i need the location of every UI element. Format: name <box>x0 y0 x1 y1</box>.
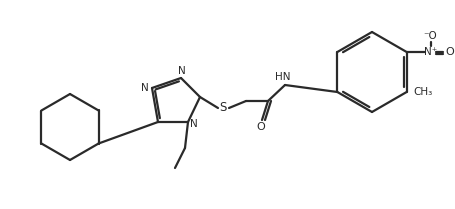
Text: N⁺: N⁺ <box>423 47 436 57</box>
Text: S: S <box>219 102 226 115</box>
Text: O: O <box>256 122 265 132</box>
Text: CH₃: CH₃ <box>412 87 431 97</box>
Text: O: O <box>444 47 453 57</box>
Text: HN: HN <box>275 72 290 82</box>
Text: N: N <box>178 66 186 76</box>
Text: N: N <box>141 83 148 93</box>
Text: N: N <box>190 119 197 129</box>
Text: ⁻O: ⁻O <box>423 31 436 41</box>
